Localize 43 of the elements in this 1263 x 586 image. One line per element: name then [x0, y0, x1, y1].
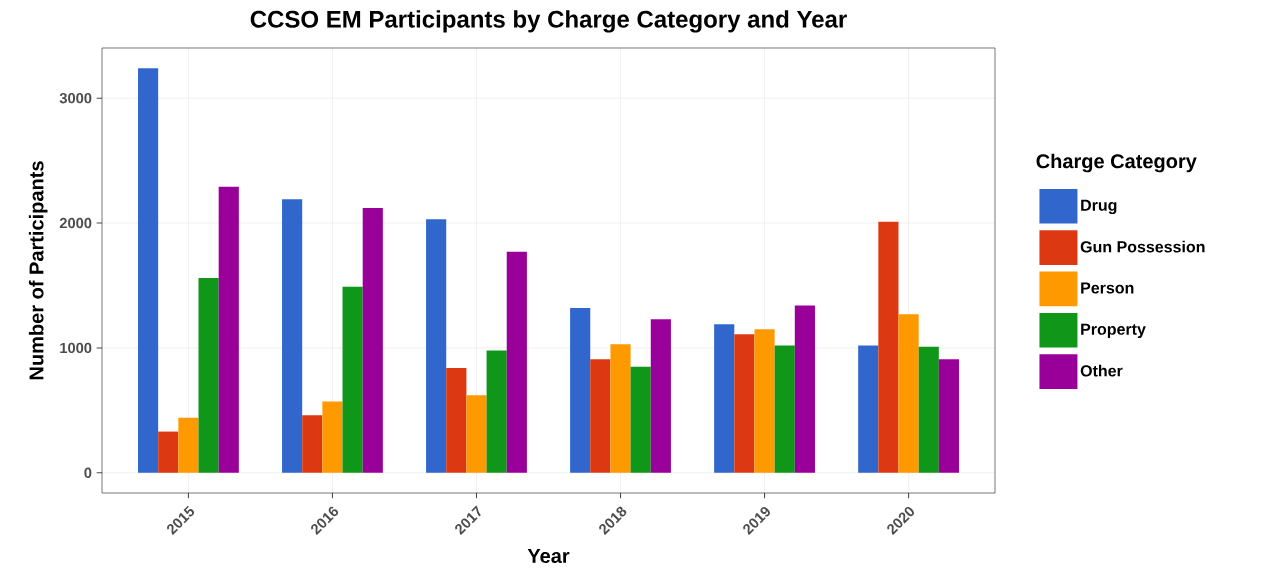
- bar: [506, 251, 527, 473]
- bar: [446, 367, 467, 473]
- bar: [158, 431, 179, 473]
- legend-label: Property: [1081, 323, 1146, 339]
- bar: [466, 395, 487, 473]
- legend-label: Drug: [1081, 199, 1117, 215]
- bar: [570, 307, 591, 473]
- bar: [630, 366, 651, 473]
- y-tick-label: 2000: [59, 217, 92, 229]
- bar: [342, 286, 363, 473]
- bar: [282, 199, 303, 473]
- y-tick-label: 3000: [59, 93, 92, 104]
- legend-label: Other: [1080, 364, 1123, 377]
- bar: [218, 186, 239, 473]
- bar: [178, 417, 199, 473]
- bar: [774, 345, 795, 473]
- bar: [794, 305, 815, 473]
- bar: [322, 401, 343, 473]
- bar: [714, 324, 735, 473]
- bar: [610, 344, 631, 473]
- legend-title: Charge Category: [1036, 153, 1197, 173]
- bar: [858, 345, 879, 473]
- bar: [650, 319, 671, 473]
- bar: [486, 350, 507, 473]
- bar: [362, 208, 383, 473]
- bar: [898, 314, 919, 473]
- bar: [734, 334, 755, 473]
- bar: [138, 68, 159, 473]
- bar: [754, 329, 775, 473]
- bar: [426, 219, 447, 473]
- bar: [590, 359, 611, 473]
- bar: [878, 221, 899, 473]
- legend-label: Person: [1081, 282, 1134, 294]
- bar: [938, 359, 959, 473]
- y-axis-title: Number of Participants: [28, 161, 48, 380]
- legend-label: Gun Possession: [1080, 240, 1205, 253]
- bar: [198, 277, 219, 473]
- y-tick-label: 1000: [60, 342, 92, 354]
- bar: [918, 346, 939, 473]
- y-tick-label: 0: [84, 467, 92, 478]
- x-axis-title: Year: [527, 549, 570, 564]
- chart-title: CCSO EM Participants by Charge Category and Year: [250, 10, 847, 33]
- bar: [302, 415, 323, 473]
